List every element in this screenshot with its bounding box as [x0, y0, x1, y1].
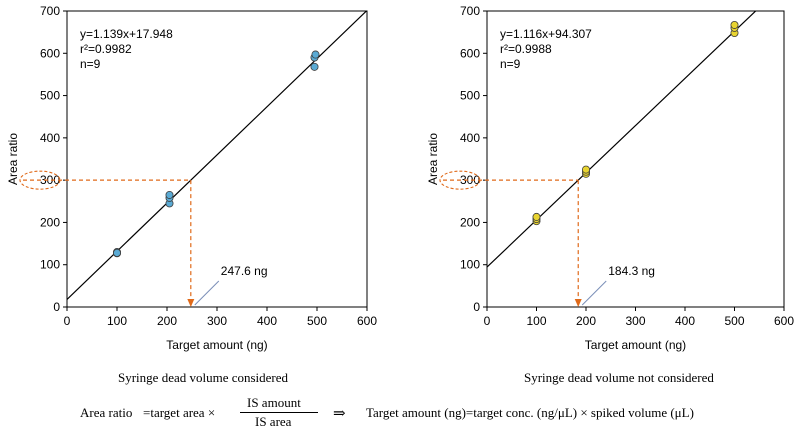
x-tick-label: 500 [307, 314, 327, 328]
formula-right: Target amount (ng)=target conc. (ng/μL) … [366, 405, 694, 420]
y-tick-label: 700 [40, 4, 60, 18]
data-point [310, 62, 319, 71]
data-point [165, 190, 174, 199]
x-axis-label: Target amount (ng) [166, 338, 267, 352]
x-tick-label: 300 [625, 314, 645, 328]
x-tick-label: 200 [576, 314, 596, 328]
equation-line: n=9 [80, 57, 101, 71]
result-pointer [581, 280, 607, 306]
implies-symbol: ⇒ [333, 406, 346, 422]
guide-arrowhead [187, 299, 195, 307]
x-tick-label: 100 [526, 314, 546, 328]
y-axis-label: Area ratio [426, 133, 440, 185]
y-tick-label: 600 [40, 46, 60, 60]
chart-right: 0 100 200 300 400 500 600 0 100 200 300 400 500 600 70… [426, 4, 794, 352]
highlight-ellipse [19, 170, 61, 190]
formula-numerator: IS amount [247, 395, 301, 410]
guide-arrowhead [574, 299, 582, 307]
left-caption: Syringe dead volume considered [118, 370, 289, 385]
x-tick-label: 400 [257, 314, 277, 328]
chart-left: 0 100 200 300 400 500 600 0 100 200 300 400 500 600 70… [6, 4, 377, 352]
y-axis-label: Area ratio [6, 133, 20, 185]
formula-left-lhs: Area ratio [80, 405, 133, 420]
x-tick-label: 200 [157, 314, 177, 328]
highlight-ellipse [439, 170, 481, 190]
data-point [113, 248, 122, 257]
y-tick-label: 100 [460, 258, 480, 272]
result-pointer [194, 280, 220, 306]
result-label: 247.6 ng [221, 264, 268, 278]
data-point [311, 50, 320, 59]
y-tick-label: 200 [40, 215, 60, 229]
equation-line: y=1.139x+17.948 [80, 27, 173, 41]
y-tick-label: 200 [460, 215, 480, 229]
data-point [730, 20, 739, 29]
x-tick-label: 500 [724, 314, 744, 328]
y-tick-label: 700 [460, 4, 480, 18]
x-tick-label: 600 [774, 314, 794, 328]
y-tick-label: 0 [473, 300, 480, 314]
y-tick-label: 0 [53, 300, 60, 314]
equation-line: r²=0.9982 [80, 42, 132, 56]
x-tick-label: 400 [675, 314, 695, 328]
equation-line: n=9 [500, 57, 521, 71]
y-tick-label: 500 [40, 89, 60, 103]
x-tick-label: 0 [64, 314, 71, 328]
formula-left-eq: =target area × [143, 405, 216, 420]
formula-denominator: IS area [255, 414, 292, 429]
formula: Area ratio =target area × IS amount IS a… [0, 395, 800, 433]
y-tick-label: 600 [460, 46, 480, 60]
data-point [532, 212, 541, 221]
x-tick-label: 100 [107, 314, 127, 328]
x-tick-label: 300 [207, 314, 227, 328]
y-tick-label: 400 [460, 131, 480, 145]
right-caption: Syringe dead volume not considered [524, 370, 714, 385]
y-tick-label: 400 [40, 131, 60, 145]
y-tick-label: 300 [40, 173, 60, 187]
x-axis-label: Target amount (ng) [585, 338, 686, 352]
y-tick-label: 500 [460, 89, 480, 103]
equation-line: y=1.116x+94.307 [500, 27, 592, 41]
equation-line: r²=0.9988 [500, 42, 552, 56]
fraction-bar [240, 412, 318, 413]
x-tick-label: 0 [484, 314, 491, 328]
result-label: 184.3 ng [608, 264, 655, 278]
x-tick-label: 600 [357, 314, 377, 328]
y-tick-label: 300 [460, 173, 480, 187]
y-tick-label: 100 [40, 258, 60, 272]
data-point [582, 165, 591, 174]
